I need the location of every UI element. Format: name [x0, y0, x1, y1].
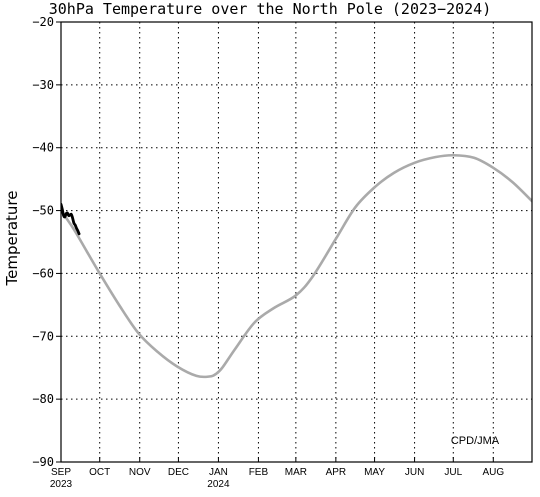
x-tick-label: DEC — [168, 467, 189, 478]
y-tick-label: −20 — [32, 15, 54, 29]
axis-layer — [56, 21, 533, 463]
x-tick-label: OCT — [89, 467, 110, 478]
source-annotation: CPD/JMA — [451, 435, 500, 447]
x-tick-label: APR — [326, 467, 347, 478]
y-tick-label: −40 — [32, 141, 54, 155]
x-tick-label: NOV — [129, 467, 151, 478]
observed-series-line — [61, 202, 81, 236]
x-tick-label: JUL — [444, 467, 462, 478]
x-tick-label: MAR — [285, 467, 307, 478]
x-tick-label: JAN — [209, 467, 228, 478]
x-tick-label: JUN — [405, 467, 424, 478]
series-layer — [61, 153, 532, 379]
plot-frame — [60, 21, 533, 463]
x-tick-year-label: 2024 — [207, 479, 230, 490]
y-tick-label: −90 — [32, 455, 54, 469]
x-tick-year-label: 2023 — [50, 479, 73, 490]
x-tick-label: AUG — [482, 467, 504, 478]
x-tick-label: SEP — [51, 467, 71, 478]
climatology-series-line — [61, 153, 532, 379]
chart-title: 30hPa Temperature over the North Pole (2… — [49, 0, 492, 18]
x-tick-label: FEB — [249, 467, 269, 478]
y-tick-label: −70 — [32, 329, 54, 343]
y-tick-label: −60 — [32, 266, 54, 280]
y-tick-label: −50 — [32, 204, 54, 218]
grid-layer — [61, 22, 532, 462]
y-tick-label: −30 — [32, 78, 54, 92]
x-tick-label: MAY — [364, 467, 385, 478]
y-tick-label: −80 — [32, 392, 54, 406]
y-axis-label: Temperature — [3, 190, 21, 286]
